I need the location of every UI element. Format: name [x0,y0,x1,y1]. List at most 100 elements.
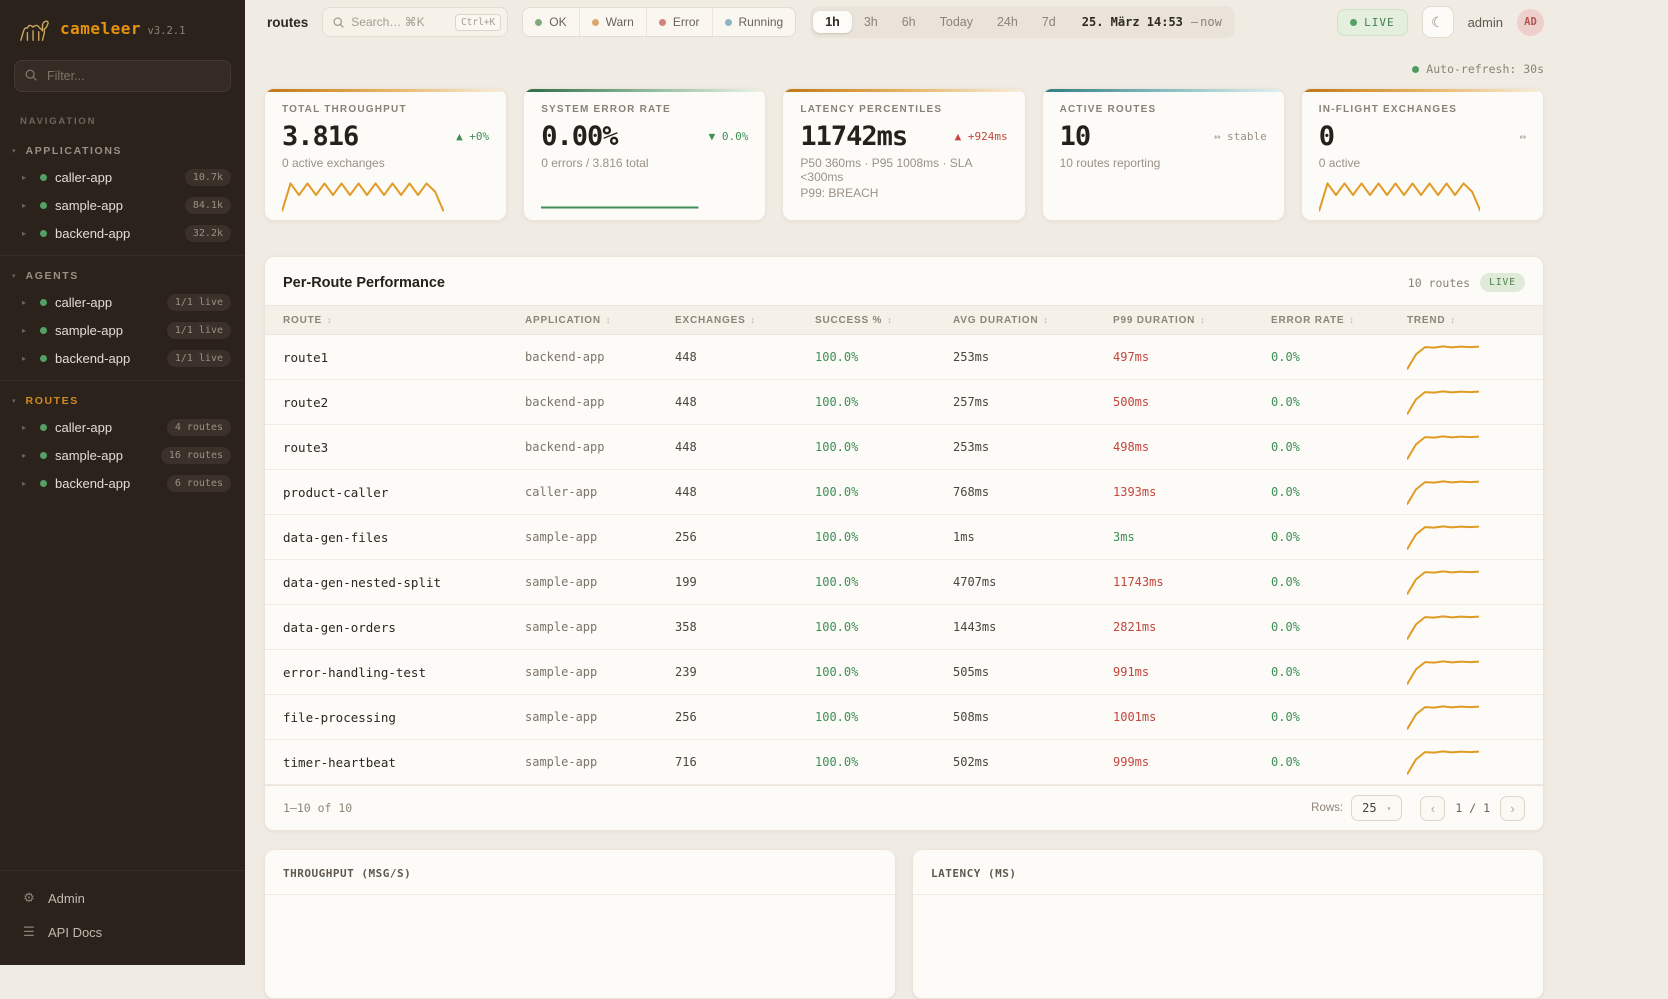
table-row[interactable]: product-caller caller-app 448 100.0% 768… [265,470,1543,515]
chevron-right-icon: ▸ [22,229,32,238]
column-header-trend[interactable]: TREND↕ [1407,315,1525,326]
sort-icon: ↕ [1043,315,1048,325]
status-filter-group: OK Warn Error Running [522,7,796,37]
table-row[interactable]: file-processing sample-app 256 100.0% 50… [265,695,1543,740]
count-badge: 84.1k [185,197,231,214]
time-range-6h[interactable]: 6h [890,11,928,33]
time-range-24h[interactable]: 24h [985,11,1030,33]
sidebar-item-applications-sample-app[interactable]: ▸ sample-app 84.1k [0,191,245,219]
prev-page-button[interactable]: ‹ [1420,796,1445,821]
kpi-value: 0.00% [541,121,617,152]
kpi-value: 10 [1060,121,1091,152]
theme-toggle[interactable]: ☾ [1422,6,1454,38]
column-header-error-rate[interactable]: ERROR RATE↕ [1271,315,1407,326]
trend-sparkline [1407,434,1479,460]
sidebar-item-applications-caller-app[interactable]: ▸ caller-app 10.7k [0,163,245,191]
group-header-agents[interactable]: ▾ AGENTS [0,262,245,288]
status-dot [40,202,47,209]
column-header-exchanges[interactable]: EXCHANGES↕ [675,315,815,326]
filter-chip-label: Error [673,15,700,29]
rows-per-page-select[interactable]: 25 ▾ [1351,795,1402,821]
group-header-routes[interactable]: ▾ ROUTES [0,387,245,413]
sidebar-item-admin[interactable]: ⚙ Admin [0,881,245,915]
trend-sparkline [1407,389,1479,415]
sort-icon: ↕ [1349,315,1354,325]
table-row[interactable]: data-gen-orders sample-app 358 100.0% 14… [265,605,1543,650]
group-header-applications[interactable]: ▾ APPLICATIONS [0,137,245,163]
trend-sparkline [1407,614,1479,640]
table-row[interactable]: error-handling-test sample-app 239 100.0… [265,650,1543,695]
moon-icon: ☾ [1431,14,1444,31]
cell-success: 100.0% [815,530,953,544]
cell-exchanges: 716 [675,755,815,769]
group-title: APPLICATIONS [26,145,123,157]
panel-throughput: THROUGHPUT (MSG/S) [264,849,896,999]
cell-error-rate: 0.0% [1271,665,1407,679]
time-range-1h[interactable]: 1h [813,11,852,33]
table-row[interactable]: route2 backend-app 448 100.0% 257ms 500m… [265,380,1543,425]
time-range-7d[interactable]: 7d [1030,11,1068,33]
sidebar-item-label: backend-app [55,226,177,241]
cell-error-rate: 0.0% [1271,620,1407,634]
table-row[interactable]: data-gen-nested-split sample-app 199 100… [265,560,1543,605]
chevron-right-icon: ▸ [22,173,32,182]
search-box[interactable]: Ctrl+K [322,7,508,37]
sidebar-item-routes-caller-app[interactable]: ▸ caller-app 4 routes [0,413,245,441]
sidebar-item-agents-sample-app[interactable]: ▸ sample-app 1/1 live [0,316,245,344]
trend-sparkline [1407,659,1479,685]
time-range-today[interactable]: Today [928,11,985,33]
sidebar-item-label: backend-app [55,351,159,366]
filter-chip-error[interactable]: Error [646,8,712,36]
kpi-delta: ▲ +924ms [955,130,1008,143]
time-from[interactable]: 25. März 14:53 [1068,15,1191,29]
top-bar: routes Ctrl+K OK Warn Error Running 1h 3… [245,0,1668,44]
table-row[interactable]: route1 backend-app 448 100.0% 253ms 497m… [265,335,1543,380]
time-range-group: 1h 3h 6h Today 24h 7d 25. März 14:53 – n… [810,6,1235,38]
sidebar-item-applications-backend-app[interactable]: ▸ backend-app 32.2k [0,219,245,247]
filter-chip-label: Warn [606,15,634,29]
time-separator: – [1191,15,1200,29]
sidebar-item-routes-sample-app[interactable]: ▸ sample-app 16 routes [0,441,245,469]
column-header-route[interactable]: ROUTE↕ [283,315,525,326]
search-input[interactable] [351,15,449,29]
sidebar-item-agents-backend-app[interactable]: ▸ backend-app 1/1 live [0,344,245,372]
table-row[interactable]: data-gen-files sample-app 256 100.0% 1ms… [265,515,1543,560]
cell-success: 100.0% [815,620,953,634]
cell-route: error-handling-test [283,665,525,680]
app-logo[interactable]: cameleer v3.2.1 [0,0,245,56]
cell-error-rate: 0.0% [1271,530,1407,544]
kpi-delta: ▲ +0% [456,130,489,143]
sort-icon: ↕ [887,315,892,325]
sidebar-item-api-docs[interactable]: ☰ API Docs [0,915,245,949]
next-page-button[interactable]: › [1500,796,1525,821]
sidebar-item-routes-backend-app[interactable]: ▸ backend-app 6 routes [0,469,245,497]
count-badge: 1/1 live [167,294,231,311]
cell-avg-duration: 253ms [953,350,1113,364]
cell-route: route3 [283,440,525,455]
table-row[interactable]: route3 backend-app 448 100.0% 253ms 498m… [265,425,1543,470]
error-dot-icon [659,19,666,26]
table-live-badge: LIVE [1480,273,1525,292]
filter-chip-warn[interactable]: Warn [579,8,646,36]
ok-dot-icon [535,19,542,26]
column-header-application[interactable]: APPLICATION↕ [525,315,675,326]
cell-p99-duration: 500ms [1113,395,1271,409]
time-to[interactable]: now [1200,15,1232,29]
table-row[interactable]: timer-heartbeat sample-app 716 100.0% 50… [265,740,1543,785]
kpi-subtitle-2: P99: BREACH [800,186,1007,200]
column-header-avg-duration[interactable]: AVG DURATION↕ [953,315,1113,326]
sidebar-item-agents-caller-app[interactable]: ▸ caller-app 1/1 live [0,288,245,316]
warn-dot-icon [592,19,599,26]
filter-input[interactable] [14,60,231,92]
column-header-success[interactable]: SUCCESS %↕ [815,315,953,326]
cell-error-rate: 0.0% [1271,755,1407,769]
filter-chip-ok[interactable]: OK [523,8,578,36]
avatar[interactable]: AD [1517,9,1544,36]
time-range-3h[interactable]: 3h [852,11,890,33]
table-header-row: ROUTE↕ APPLICATION↕ EXCHANGES↕ SUCCESS %… [265,305,1543,335]
live-badge[interactable]: LIVE [1337,9,1408,36]
cell-p99-duration: 11743ms [1113,575,1271,589]
cell-error-rate: 0.0% [1271,575,1407,589]
filter-chip-running[interactable]: Running [712,8,796,36]
column-header-p99-duration[interactable]: P99 DURATION↕ [1113,315,1271,326]
